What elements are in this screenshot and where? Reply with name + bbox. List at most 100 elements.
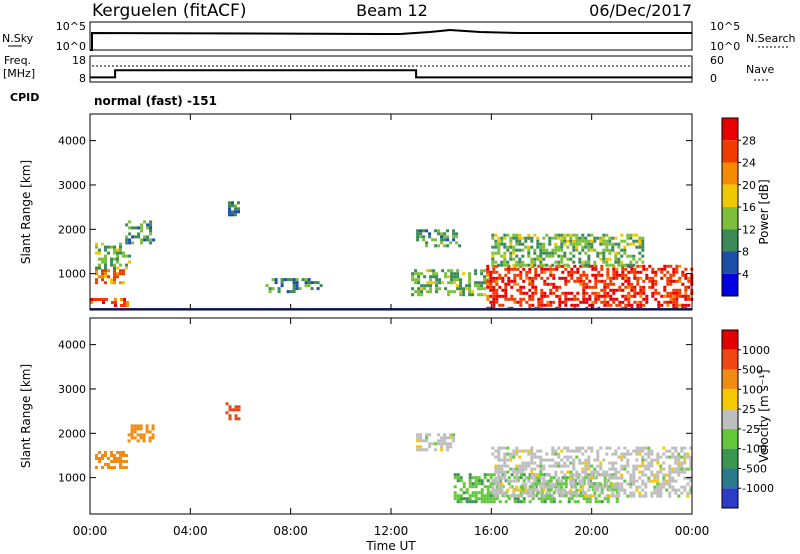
- velocity-cell: [635, 488, 639, 492]
- power-cell: [546, 276, 550, 280]
- power-cell: [672, 279, 676, 283]
- power-cell: [630, 294, 634, 298]
- velocity-cell: [539, 467, 543, 471]
- power-cell: [624, 267, 628, 271]
- velocity-cell: [494, 449, 498, 453]
- power-cell: [416, 232, 420, 236]
- power-cell: [513, 297, 517, 301]
- power-cell: [446, 235, 450, 239]
- power-cell: [425, 244, 429, 248]
- velocity-cell: [584, 473, 588, 477]
- power-cell: [274, 281, 278, 285]
- power-cell: [572, 260, 576, 264]
- power-cell: [593, 263, 597, 267]
- power-cell: [630, 285, 634, 289]
- velocity-cell: [416, 448, 420, 452]
- power-cell: [533, 233, 537, 237]
- power-cell: [113, 281, 116, 285]
- power-cell: [591, 267, 595, 271]
- power-cell: [605, 263, 609, 267]
- velocity-cell: [686, 494, 690, 498]
- power-cell: [509, 242, 513, 246]
- velocity-cell: [554, 461, 558, 465]
- power-cell: [641, 245, 645, 249]
- velocity-cell: [127, 439, 131, 443]
- velocity-cell: [606, 500, 610, 504]
- power-cell: [528, 288, 532, 292]
- x-axis-label: Time UT: [365, 539, 416, 553]
- velocity-cell: [524, 449, 528, 453]
- power-cell: [525, 291, 529, 295]
- power-cell: [126, 301, 129, 304]
- velocity-cell: [617, 455, 621, 459]
- power-cell: [570, 276, 574, 280]
- power-region-3: [125, 220, 156, 245]
- velocity-cell: [492, 482, 496, 486]
- power-cell: [503, 233, 507, 237]
- velocity-cell: [596, 449, 600, 453]
- power-cell: [587, 245, 591, 249]
- power-cell: [459, 287, 463, 291]
- power-cell: [512, 248, 516, 252]
- velocity-cell: [596, 452, 600, 456]
- velocity-cell: [590, 473, 594, 477]
- power-cell: [292, 290, 296, 294]
- power-cell: [125, 241, 129, 245]
- velocity-cell: [519, 485, 523, 489]
- power-cell: [534, 276, 538, 280]
- power-cell: [446, 244, 450, 248]
- velocity-cell: [506, 452, 510, 456]
- velocity-cell: [545, 491, 549, 495]
- power-cell: [137, 226, 141, 230]
- velocity-cell: [468, 479, 472, 483]
- power-cell: [591, 291, 595, 295]
- power-cell: [672, 273, 676, 277]
- velocity-cell: [605, 482, 609, 486]
- power-cell: [564, 282, 568, 286]
- power-cell: [513, 300, 517, 304]
- velocity-cell: [552, 476, 556, 480]
- power-cell: [617, 251, 621, 255]
- velocity-cell: [668, 455, 672, 459]
- velocity-cell: [437, 439, 441, 443]
- power-cell: [657, 267, 661, 271]
- y-tick-label: 4000: [58, 135, 86, 148]
- velocity-cell: [620, 455, 624, 459]
- power-cell: [304, 284, 308, 288]
- velocity-cell: [477, 479, 481, 483]
- power-cell: [681, 273, 685, 277]
- power-cell: [636, 264, 640, 268]
- velocity-cell: [434, 442, 438, 446]
- power-cell: [474, 269, 478, 273]
- power-cell: [573, 294, 577, 298]
- power-cell: [93, 298, 96, 301]
- power-cell: [632, 263, 636, 267]
- velocity-cell: [537, 476, 541, 480]
- velocity-cell: [518, 494, 522, 498]
- velocity-cell: [575, 455, 579, 459]
- velocity-cell: [500, 470, 504, 474]
- power-cell: [525, 270, 529, 274]
- velocity-cell: [521, 470, 525, 474]
- velocity-cell: [536, 491, 540, 495]
- velocity-cell: [98, 457, 101, 460]
- power-cell: [555, 264, 559, 268]
- power-cell: [666, 291, 670, 295]
- power-cell: [572, 242, 576, 246]
- power-cell: [533, 251, 537, 255]
- power-cell: [429, 287, 433, 291]
- power-cell: [582, 279, 586, 283]
- velocity-cell: [641, 446, 645, 450]
- velocity-cell: [605, 479, 609, 483]
- velocity-cell: [611, 494, 615, 498]
- power-cell: [518, 236, 522, 240]
- power-cell: [119, 272, 122, 276]
- power-cell: [489, 273, 493, 277]
- power-cell: [503, 245, 507, 249]
- power-cell: [507, 276, 511, 280]
- velocity-cell: [456, 473, 460, 477]
- velocity-cell: [608, 473, 612, 477]
- power-cell: [617, 260, 621, 264]
- power-cell: [597, 297, 601, 301]
- velocity-cell: [575, 491, 579, 495]
